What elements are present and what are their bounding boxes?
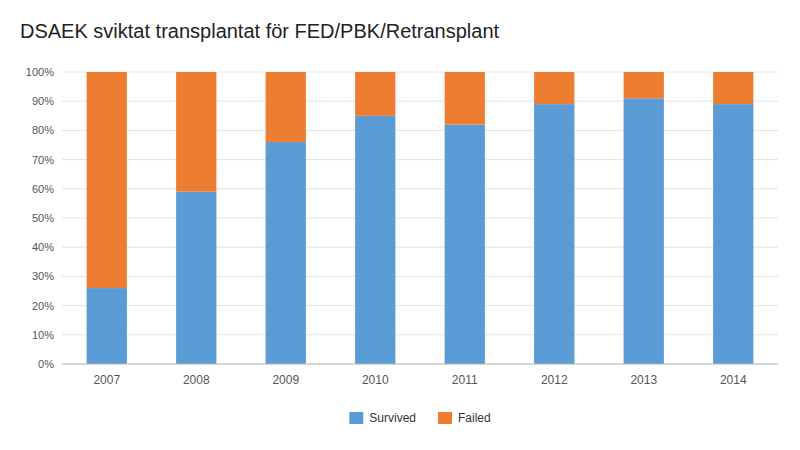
legend-swatch (438, 412, 452, 424)
grid-line (62, 276, 778, 277)
grid-line (62, 364, 778, 365)
x-tick-label: 2014 (720, 373, 747, 387)
grid-line (62, 305, 778, 306)
y-axis: 0% 10% 20% 30% 40% 50% 60% 70% 80% 90% 100% (26, 66, 778, 370)
legend-swatch (349, 412, 363, 424)
grid-line (62, 101, 778, 102)
x-tick-label: 2012 (541, 373, 568, 387)
bar (713, 72, 753, 104)
y-tick-label: 70% (32, 154, 54, 166)
x-tick-label: 2011 (452, 373, 478, 387)
bar (445, 72, 485, 125)
bar (445, 125, 485, 364)
legend: Survived Failed (349, 411, 490, 425)
bar (176, 192, 216, 364)
bar (355, 116, 395, 364)
grid-line (62, 130, 778, 131)
x-axis: 2007 2008 2009 2010 2011 2012 2013 2014 (62, 364, 778, 387)
legend-item: Failed (438, 411, 491, 425)
grid-line (62, 334, 778, 335)
x-tick-label: 2008 (183, 373, 210, 387)
grid-line (62, 159, 778, 160)
y-tick-label: 0% (38, 358, 54, 370)
y-tick-label: 20% (32, 300, 54, 312)
y-tick-label: 10% (32, 329, 54, 341)
grid-line (62, 72, 778, 73)
bar (266, 142, 306, 364)
x-axis-line (62, 364, 778, 365)
x-tick-label: 2009 (272, 373, 299, 387)
bar (624, 72, 664, 98)
y-tick-label: 80% (32, 124, 54, 136)
bar (87, 72, 127, 288)
y-tick-label: 60% (32, 183, 54, 195)
y-tick-label: 100% (26, 66, 54, 78)
bar (176, 72, 216, 192)
y-tick-label: 40% (32, 241, 54, 253)
x-tick-label: 2007 (93, 373, 120, 387)
title: DSAEK sviktat transplantat för FED/PBK/R… (20, 20, 500, 42)
grid-line (62, 188, 778, 189)
chart: DSAEK sviktat transplantat för FED/PBK/R… (0, 0, 800, 450)
legend-item: Survived (349, 411, 416, 425)
bar (266, 72, 306, 142)
grid-line (62, 247, 778, 248)
y-tick-label: 90% (32, 95, 54, 107)
bar (713, 104, 753, 364)
y-tick-label: 30% (32, 270, 54, 282)
grid-line (62, 218, 778, 219)
bars (87, 72, 754, 364)
bar (534, 104, 574, 364)
bar (534, 72, 574, 104)
y-tick-label: 50% (32, 212, 54, 224)
bar (87, 288, 127, 364)
bar (624, 98, 664, 364)
legend-label: Survived (369, 411, 416, 425)
legend-label: Failed (458, 411, 491, 425)
x-tick-label: 2013 (630, 373, 657, 387)
bar (355, 72, 395, 116)
x-tick-label: 2010 (362, 373, 389, 387)
